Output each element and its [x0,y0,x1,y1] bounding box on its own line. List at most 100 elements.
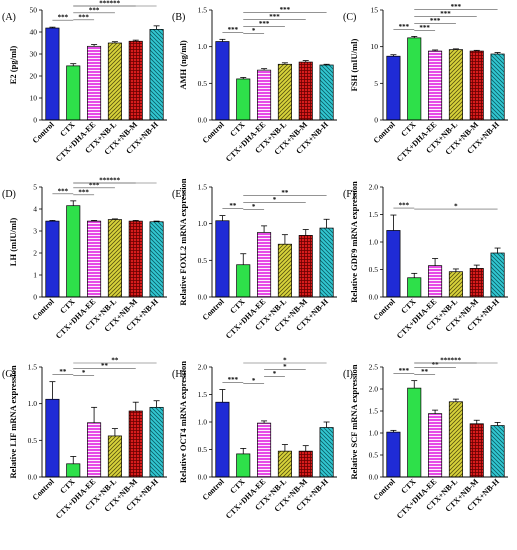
bar [428,413,443,478]
y-tick-label: 1.5 [198,183,208,192]
bar [277,450,292,478]
significance-label: * [252,27,256,35]
bar [448,49,463,121]
bar [45,27,60,121]
significance-label: *** [399,23,410,31]
significance-label: * [283,363,287,371]
significance-label: * [454,203,458,211]
bar [236,264,251,298]
significance-label: *** [228,376,239,384]
panel-label: (B) [172,12,185,23]
bar [407,37,422,121]
bar [448,401,463,478]
y-tick-label: 0 [374,116,378,125]
bar [45,220,60,298]
bar [386,431,401,478]
significance-label: *** [399,367,410,375]
y-tick-label: 0.0 [28,473,38,482]
y-tick-label: 0.5 [369,265,379,274]
significance-label: *** [78,188,89,196]
y-tick-label: 1.0 [198,219,208,228]
bar [107,219,122,298]
panel-label: (F) [343,189,355,200]
panel-label: (G) [2,369,16,380]
x-tick-label: CTX [399,120,417,138]
y-tick-label: 5 [33,183,37,192]
y-tick-label: 2.0 [198,363,208,372]
y-tick-label: 10 [30,94,38,103]
x-tick-label: CTX [228,297,246,315]
significance-label: ** [281,189,289,197]
panel-label: (A) [2,12,16,23]
bar [215,220,230,298]
significance-label: *** [110,177,121,185]
bar [277,63,292,121]
y-tick-label: 1.5 [28,363,38,372]
y-tick-label: 0.0 [369,473,379,482]
bar [236,453,251,478]
y-axis-label: FSH (mIU/ml) [349,39,359,92]
bar [298,450,313,478]
bar [149,29,164,121]
x-tick-label: CTX [228,477,246,495]
y-tick-label: 20 [30,72,38,81]
significance-label: * [283,357,287,365]
significance-label: *** [228,26,239,34]
bar [319,427,334,478]
significance-label: *** [451,3,462,11]
y-axis-label: Relative FOXL2 mRNA expression [178,178,188,305]
bar [128,40,143,121]
bar [107,435,122,478]
significance-label: * [273,196,277,204]
y-tick-label: 0.0 [198,116,208,125]
significance-label: *** [89,6,100,14]
y-axis-label: Relative OCT4 mRNA expression [178,361,188,483]
bar [490,425,505,478]
significance-label: ** [59,368,67,376]
bar [277,243,292,298]
significance-label: *** [58,187,69,195]
y-tick-label: 1.5 [369,407,379,416]
bar [428,265,443,298]
y-tick-label: 30 [30,50,38,59]
significance-label: * [273,370,277,378]
significance-label: *** [399,202,410,210]
bar [298,235,313,298]
significance-label: * [82,369,86,377]
bar [128,410,143,478]
y-tick-label: 0.0 [198,473,208,482]
significance-label: ** [229,202,237,210]
significance-label: *** [451,357,462,365]
y-tick-label: 1.5 [198,6,208,15]
bar [66,463,81,478]
bar [128,220,143,298]
significance-label: *** [78,13,89,21]
bar [469,268,484,298]
significance-label: *** [259,20,270,28]
significance-label: ** [421,368,429,376]
bar [66,205,81,298]
y-tick-label: 0.0 [369,293,379,302]
significance-label: * [252,203,256,211]
significance-label: *** [430,17,441,25]
panel-label: (H) [172,369,186,380]
bar [319,64,334,121]
y-tick-label: 0.5 [198,79,208,88]
x-tick-label: CTX [399,477,417,495]
bar [490,252,505,298]
y-tick-label: 0.5 [369,451,379,460]
y-tick-label: 4 [33,205,37,214]
y-axis-label: LH (mIU/ml) [8,218,18,267]
y-tick-label: 1.0 [369,429,379,438]
y-tick-label: 1.5 [198,390,208,399]
bar [469,50,484,121]
bar [386,230,401,298]
y-tick-label: 0.5 [28,436,38,445]
bar [469,423,484,478]
x-tick-label: CTX [228,120,246,138]
